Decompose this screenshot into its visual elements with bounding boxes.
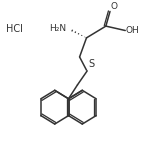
Text: S: S bbox=[88, 59, 94, 69]
Text: O: O bbox=[111, 2, 118, 11]
Text: HCl: HCl bbox=[6, 24, 23, 34]
Text: H₂N: H₂N bbox=[49, 24, 66, 33]
Text: OH: OH bbox=[126, 26, 140, 35]
